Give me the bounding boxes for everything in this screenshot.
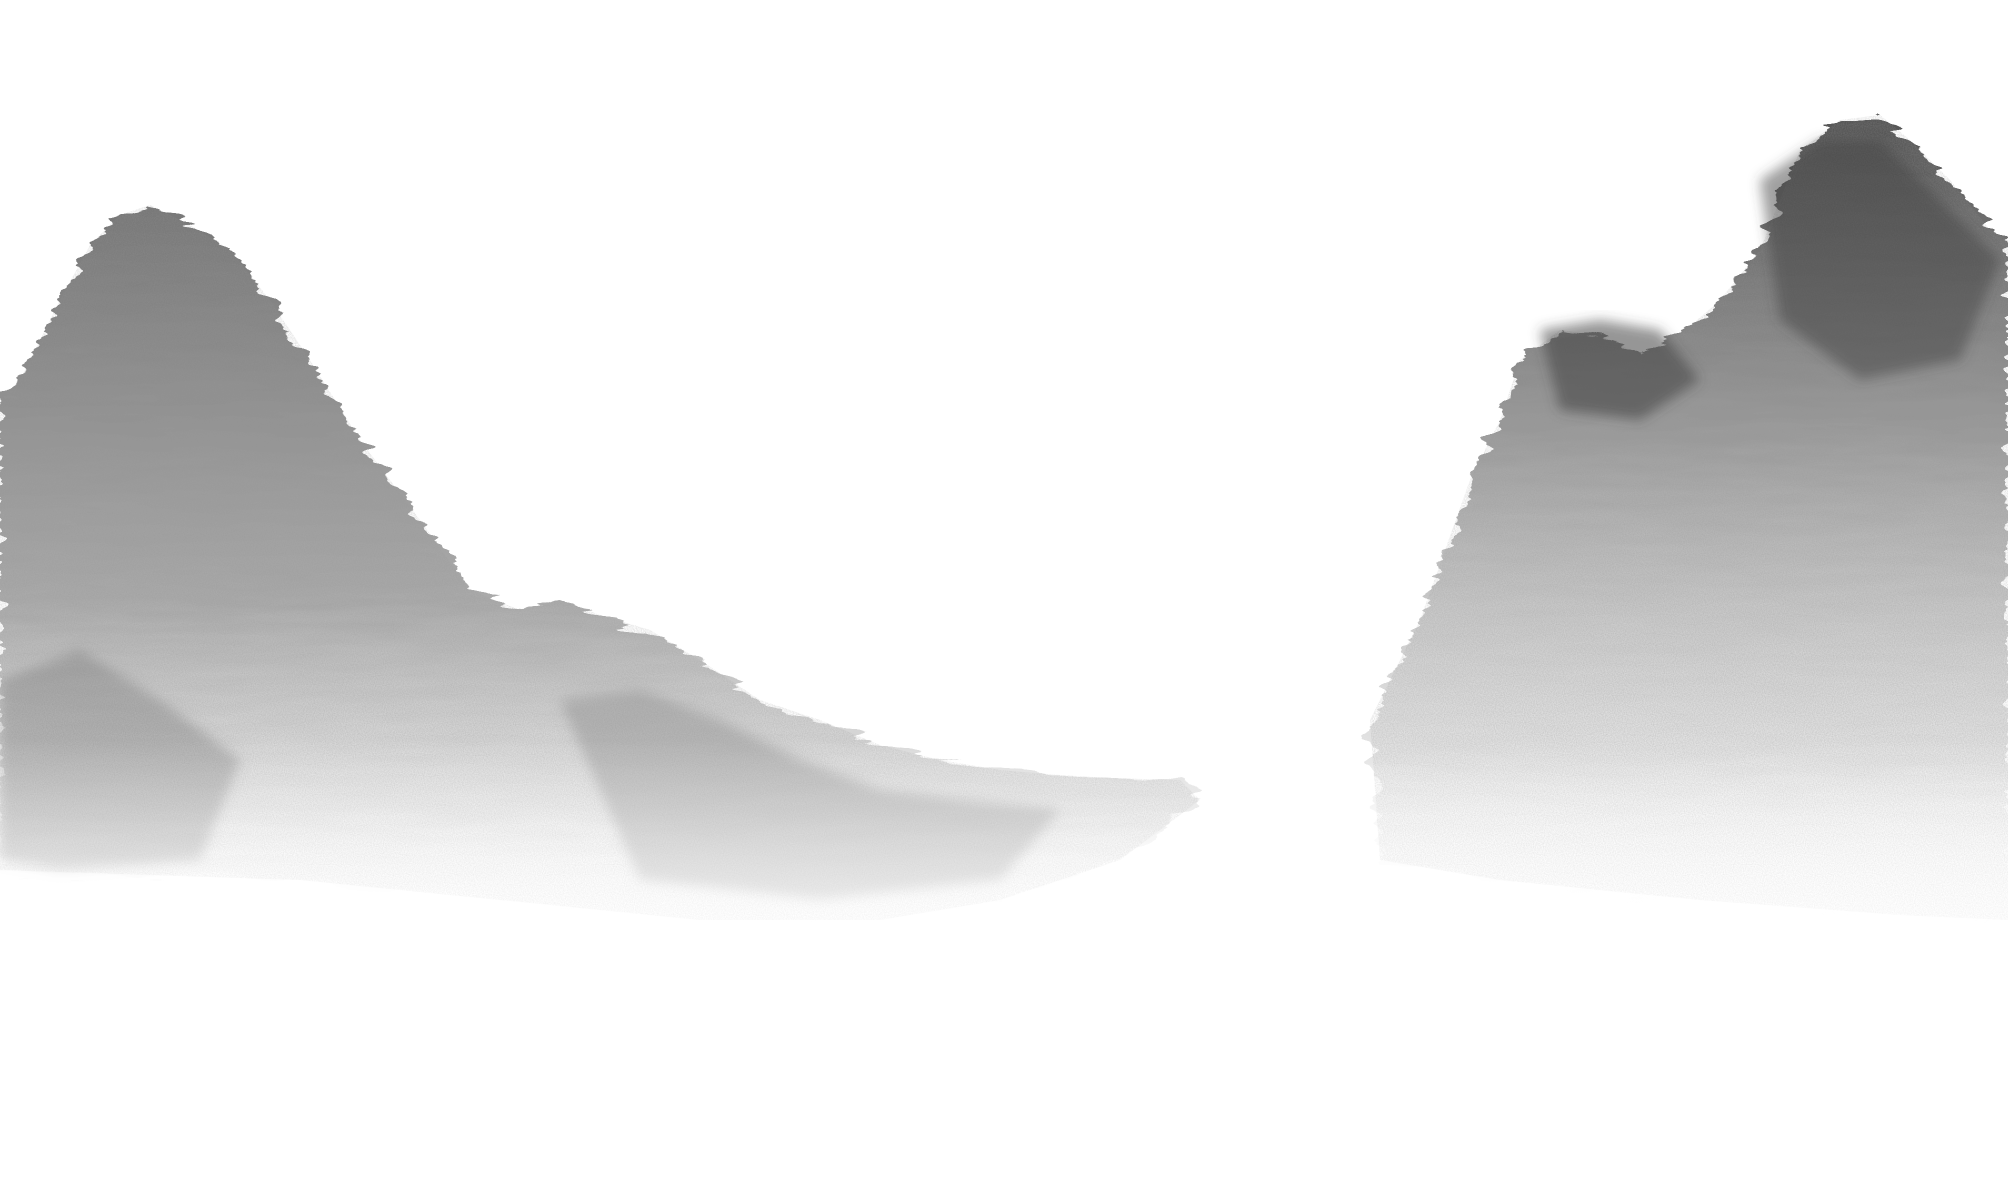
right-mountain-cliff bbox=[1370, 115, 2008, 920]
valley-mist bbox=[0, 740, 2008, 1192]
